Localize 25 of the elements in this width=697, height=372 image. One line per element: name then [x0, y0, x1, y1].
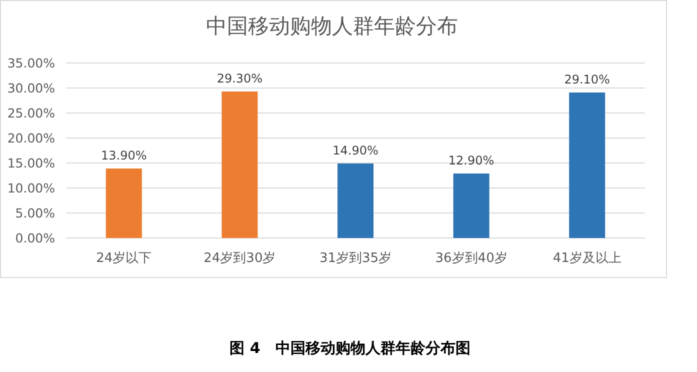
data-label: 14.90%	[332, 144, 378, 158]
data-label: 29.10%	[564, 72, 610, 86]
y-tick-label: 35.00%	[7, 56, 56, 70]
y-tick-label: 0.00%	[15, 230, 56, 246]
y-tick-label: 30.00%	[7, 80, 56, 96]
bar	[569, 92, 606, 238]
bar	[106, 168, 142, 238]
bar	[453, 174, 490, 238]
x-tick-label: 31岁到35岁	[319, 251, 392, 266]
caption: 图 4 中国移动购物人群年龄分布图	[230, 339, 470, 357]
x-tick-label: 24岁以下	[96, 251, 152, 266]
chart-title: 中国移动购物人群年龄分布	[206, 14, 458, 38]
bar	[222, 92, 258, 238]
x-tick-label: 24岁到30岁	[204, 251, 276, 266]
data-label: 29.30%	[216, 72, 263, 86]
x-tick-label: 36岁到40岁	[435, 251, 508, 266]
x-tick-label: 41岁及以上	[552, 251, 622, 266]
y-tick-label: 20.00%	[7, 130, 56, 146]
y-tick-label: 15.00%	[7, 156, 56, 170]
y-tick-label: 5.00%	[15, 206, 56, 220]
data-label: 13.90%	[101, 148, 147, 162]
y-tick-label: 10.00%	[7, 180, 56, 196]
bar	[338, 164, 374, 238]
data-label: 12.90%	[448, 154, 494, 168]
y-tick-label: 25.00%	[7, 106, 56, 120]
